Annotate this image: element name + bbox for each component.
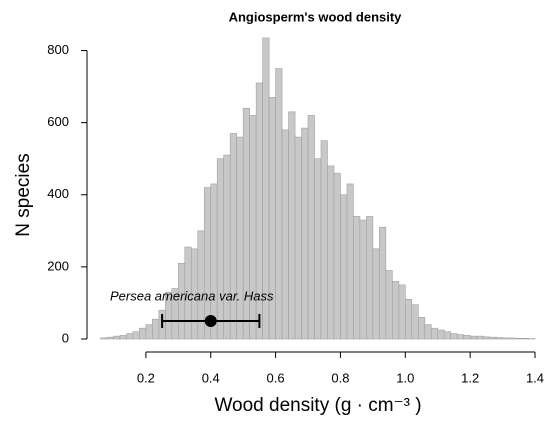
y-tick-label: 400: [47, 186, 69, 201]
x-tick-label: 0.2: [137, 370, 155, 385]
x-tick-label: 1.2: [461, 370, 479, 385]
bar: [152, 318, 160, 340]
bar: [320, 140, 328, 340]
y-tick-label: 0: [62, 330, 69, 345]
bar: [145, 324, 153, 340]
bar: [301, 127, 309, 340]
bar: [106, 336, 114, 340]
x-tick-label: 0.6: [267, 370, 285, 385]
bar: [424, 324, 432, 340]
bar: [333, 172, 341, 340]
y-tick-label: 600: [47, 114, 69, 129]
bar: [119, 335, 127, 340]
bar: [489, 336, 497, 340]
bar: [521, 337, 529, 340]
x-tick-label: 1.4: [526, 370, 544, 385]
y-axis-label: N species: [13, 153, 34, 236]
bar: [515, 337, 523, 340]
bar: [366, 216, 374, 340]
bar: [229, 133, 237, 340]
bar: [482, 336, 490, 340]
x-axis-label: Wood density (g · cm⁻³ ): [214, 395, 421, 416]
bar: [495, 337, 503, 340]
bar: [236, 136, 244, 340]
bar: [398, 284, 406, 340]
bar: [197, 230, 205, 340]
bar: [463, 335, 471, 340]
bar: [508, 337, 516, 340]
bar: [443, 331, 451, 340]
bar: [249, 115, 257, 340]
bar: [294, 136, 302, 340]
y-tick-label: 800: [47, 42, 69, 57]
bar: [100, 337, 108, 340]
bar: [275, 68, 283, 340]
bar: [456, 334, 464, 340]
chart-title: Angiosperm's wood density: [229, 9, 403, 24]
x-tick-label: 1.0: [396, 370, 414, 385]
bar: [392, 281, 400, 340]
bar: [346, 183, 354, 340]
bar: [288, 111, 296, 340]
bar: [327, 165, 335, 340]
bar: [476, 335, 484, 340]
bar: [411, 304, 419, 340]
bar: [353, 216, 361, 340]
bar: [417, 317, 426, 340]
bar: [437, 329, 445, 340]
annotation-label: Persea americana var. Hass: [110, 288, 274, 303]
bar: [469, 335, 477, 340]
y-tick-label: 200: [47, 258, 69, 273]
bar: [126, 333, 134, 340]
bar: [385, 270, 393, 340]
bar: [404, 299, 413, 340]
bar: [132, 331, 140, 340]
bar: [372, 248, 380, 340]
bar: [223, 154, 231, 340]
bar: [450, 333, 458, 340]
bar: [139, 327, 147, 340]
bar: [216, 158, 225, 340]
bar: [379, 226, 387, 340]
bar: [307, 115, 315, 340]
x-tick-label: 0.8: [331, 370, 349, 385]
bar: [242, 107, 250, 340]
bar: [502, 337, 510, 340]
bar: [113, 335, 121, 340]
bar: [430, 327, 439, 340]
bar: [340, 194, 348, 340]
x-tick-label: 0.4: [202, 370, 220, 385]
bar: [359, 219, 367, 340]
point: [204, 314, 217, 327]
bar: [314, 158, 322, 340]
bar: [281, 129, 289, 340]
